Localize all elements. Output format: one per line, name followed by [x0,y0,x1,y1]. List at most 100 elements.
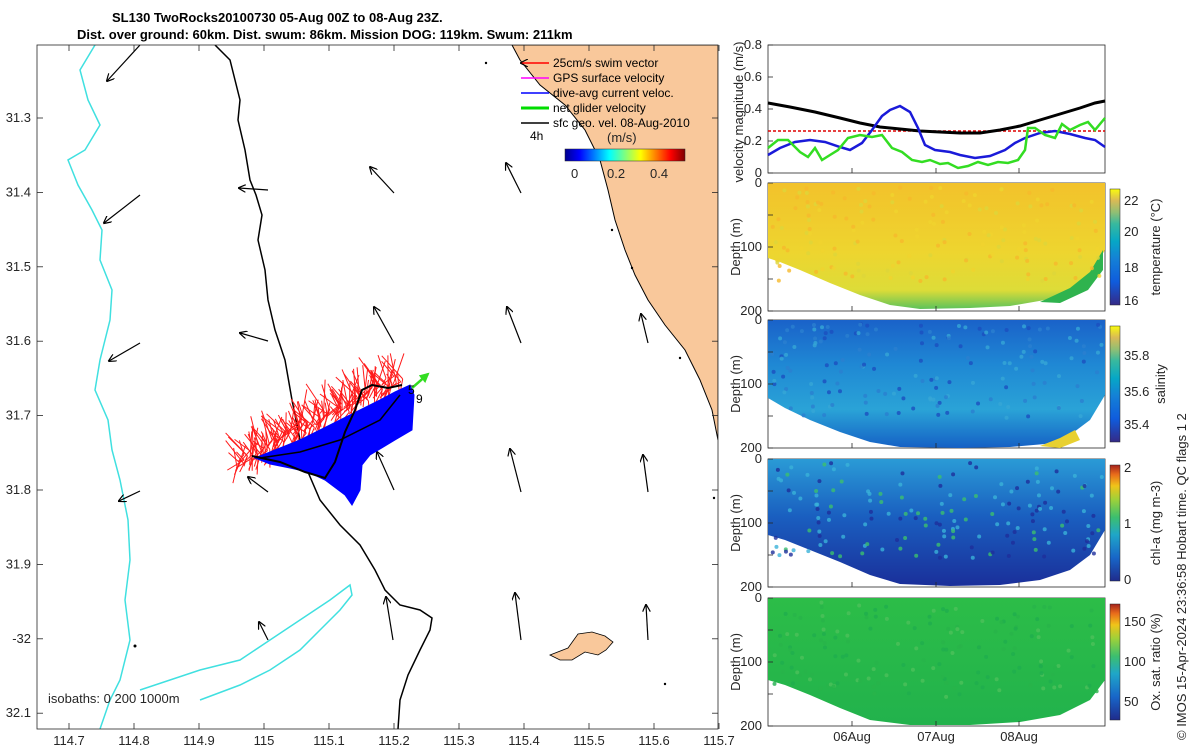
chla-cbar-label: chl-a (mg m-3) [1148,481,1163,566]
island [549,631,614,661]
time-tick-label: 07Aug [917,729,955,744]
depth-tick-label: 0 [755,175,762,190]
map-y-tick-label: 31.3 [6,110,31,125]
map-x-tick-label: 115.4 [508,733,540,748]
map-y-tick-label: 31.5 [6,259,31,274]
oxygen-cbar-label: Ox. sat. ratio (%) [1148,613,1163,711]
colorbar-tick: 0 [571,166,578,181]
isobath-1000m [67,45,353,729]
geo-arrow [240,333,269,342]
map-x-tick-label: 115 [254,733,275,748]
oxygen-field [768,598,1105,725]
map-x-axis: 114.7 114.8 114.9 115 115.1 115.2 115.3 115.4 11… [53,45,735,748]
legend-item-swim: 25cm/s swim vector [521,56,658,70]
geo-arrow [107,45,141,81]
oxygen-panel: 150 100 50 Ox. sat. ratio (%) Depth (m) [728,597,1163,727]
footer-credit: © IMOS 15-Apr-2024 23:36:58 Hobart time.… [1174,413,1189,740]
geo-arrow [641,314,649,344]
colorbar-title: (m/s) [607,130,637,145]
glider-track-2 [259,394,401,459]
legend-item-current: dive-avg current veloc. [521,86,674,100]
swim-vectors [225,353,405,484]
oxygen-cbar-tick: 150 [1124,614,1146,629]
svg-text:net glider velocity: net glider velocity [553,101,646,115]
chla-cbar-tick: 2 [1124,460,1131,475]
map-x-tick-label: 115.1 [313,733,345,748]
temperature-colorbar [1109,188,1121,306]
velocity-panel: 0 0.2 0.4 0.6 0.8 velocity magnitude (m/s) [731,37,1106,183]
title-line-1: SL130 TwoRocks20100730 05-Aug 00Z to 08-… [112,10,443,25]
map-y-tick-label: 32.1 [6,705,31,720]
depth-tick-label: 100 [740,515,762,530]
legend-item-geo: sfc geo. vel. 08-Aug-2010 [521,116,690,130]
chla-cbar-tick: 1 [1124,516,1131,531]
salinity-panel: 35.8 35.6 35.4 salinity Depth (m) [728,319,1168,449]
depth-tick-label: 100 [740,239,762,254]
net-speed-line [767,117,1106,170]
velocity-y-tick-label: 0 [755,165,762,180]
geo-arrow [259,622,269,641]
depth-tick-label: 200 [740,579,762,594]
map-x-tick-label: 115.5 [573,733,605,748]
geo-arrow [386,597,394,641]
salinity-cbar-tick: 35.4 [1124,417,1149,432]
track-label-5: 5 [408,383,415,397]
map-y-tick-label: -32 [12,631,31,646]
velocity-y-axis: 0 0.2 0.4 0.6 0.8 [744,37,773,180]
map-legend: 25cm/s swim vector GPS surface velocity … [521,56,690,181]
map-x-tick-label: 115.7 [703,733,735,748]
geo-arrow [374,307,395,344]
map-panel: 5 9 114.7 114.8 114.9 115 115.1 115.2 115.3 115… [6,44,735,748]
coastal-rocks [133,61,716,686]
temperature-cbar-tick: 22 [1124,193,1138,208]
salinity-colorbar [1109,325,1121,443]
velocity-y-tick-label: 0.2 [744,133,762,148]
depth-tick-label: 200 [740,718,762,733]
oxygen-cbar-tick: 100 [1124,654,1146,669]
map-y-axis: 31.3 31.4 31.5 31.6 31.7 31.8 31.9 -32 32.1 [6,110,718,720]
geo-arrow [239,188,269,190]
track-label-9: 9 [416,392,423,406]
geo-arrow [370,167,395,194]
isobaths-label: isobaths: 0 200 1000m [48,691,180,706]
svg-text:dive-avg current veloc.: dive-avg current veloc. [553,86,674,100]
map-y-tick-label: 31.8 [6,482,31,497]
velocity-y-tick-label: 0.6 [744,69,762,84]
salinity-ylabel: Depth (m) [728,355,743,413]
chla-cbar-tick: 0 [1124,572,1131,587]
section-sample-dots [770,185,1104,699]
temperature-ylabel: Depth (m) [728,218,743,276]
map-x-tick-label: 114.8 [118,733,150,748]
map-y-tick-label: 31.6 [6,333,31,348]
geo-arrow [104,194,141,223]
temperature-cbar-tick: 20 [1124,224,1138,239]
map-x-tick-label: 114.7 [53,733,85,748]
time-tick-label: 06Aug [833,729,871,744]
svg-text:GPS surface velocity: GPS surface velocity [553,71,664,85]
geo-arrow [643,455,649,493]
map-y-tick-label: 31.7 [6,408,31,423]
geo-speed-line [767,99,1106,135]
geo-arrow [377,452,395,491]
map-x-tick-label: 114.9 [183,733,215,748]
depth-tick-label: 0 [755,312,762,327]
velocity-frame [767,44,1106,174]
sfc-geo-velocity-arrows [104,45,649,641]
chla-ylabel: Depth (m) [728,494,743,552]
map-x-tick-label: 115.2 [378,733,410,748]
oxygen-cbar-tick: 50 [1124,694,1138,709]
colorbar-tick: 0.2 [607,166,625,181]
chla-colorbar [1109,464,1121,582]
depth-tick-label: 200 [740,303,762,318]
velocity-ylabel: velocity magnitude (m/s) [731,42,746,183]
map-frame [36,44,719,730]
map-y-tick-label: 31.9 [6,556,31,571]
temperature-cbar-tick: 18 [1124,260,1138,275]
geo-arrow [515,593,522,641]
salinity-cbar-label: salinity [1153,364,1168,404]
current-speed-line [767,104,1106,160]
depth-tick-label: 100 [740,376,762,391]
svg-text:sfc geo. vel. 08-Aug-2010: sfc geo. vel. 08-Aug-2010 [553,116,690,130]
velocity-y-tick-label: 0.4 [744,101,762,116]
